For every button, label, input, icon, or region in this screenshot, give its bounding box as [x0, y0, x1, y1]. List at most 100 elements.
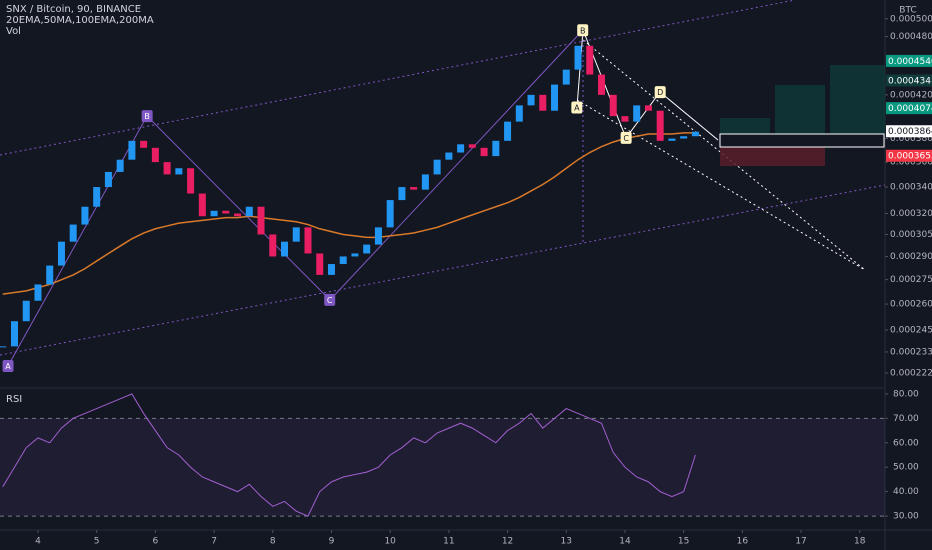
time-tick-label: 12 — [502, 537, 513, 547]
candle — [492, 140, 500, 157]
candle — [198, 193, 206, 217]
indicators: 20EMA,50MA,100EMA,200MA — [6, 15, 154, 26]
time-tick-label: 13 — [561, 537, 572, 547]
channel-lower — [0, 184, 886, 356]
pattern-label: C — [623, 134, 629, 143]
rsi-title: RSI — [6, 394, 22, 405]
candle — [57, 241, 65, 266]
symbol: SNX / Bitcoin, 90, BINANCE — [6, 4, 141, 15]
candle — [210, 210, 218, 217]
candle — [69, 224, 77, 242]
pattern-marker — [620, 131, 632, 144]
candle — [234, 213, 242, 217]
candle — [680, 136, 688, 139]
entry-box — [719, 133, 885, 148]
price-tick-label: 0.0002220 — [890, 369, 932, 379]
trend-line — [576, 99, 866, 271]
candle — [140, 140, 148, 148]
candle — [374, 227, 382, 245]
time-tick-label: 9 — [329, 537, 335, 547]
target-zone — [720, 118, 770, 134]
candle — [0, 346, 7, 348]
candle — [468, 144, 476, 148]
candle — [504, 121, 512, 141]
candle — [480, 147, 488, 157]
candle — [644, 105, 652, 111]
candle — [433, 159, 441, 175]
candle — [633, 105, 641, 122]
candle — [46, 265, 54, 285]
candle — [93, 187, 101, 207]
ema-line — [2, 132, 696, 295]
price-badge-label: 0.0003653 — [888, 152, 932, 162]
candle — [222, 210, 230, 214]
candle — [410, 187, 418, 190]
time-tick-label: 8 — [270, 537, 276, 547]
candle — [175, 168, 183, 175]
candle — [539, 94, 547, 111]
candle — [10, 321, 18, 347]
pattern-marker — [141, 110, 153, 123]
rsi-tick-label: 50.00 — [893, 463, 919, 473]
rsi-pane — [0, 388, 885, 530]
time-tick-label: 14 — [619, 537, 631, 547]
candle — [386, 200, 394, 228]
price-badge — [886, 54, 932, 67]
candle — [351, 253, 359, 257]
price-badge — [886, 125, 932, 138]
candle — [34, 284, 42, 301]
candle — [245, 206, 253, 217]
time-tick-label: 4 — [35, 537, 41, 547]
candle — [339, 256, 347, 265]
candle — [515, 105, 523, 122]
pattern-label: B — [580, 26, 586, 35]
candle — [363, 244, 371, 254]
rsi-tick-label: 70.00 — [893, 414, 919, 424]
pattern-marker — [654, 86, 666, 99]
candle — [398, 187, 406, 201]
pattern-label: D — [657, 88, 663, 97]
time-tick-label: 16 — [737, 537, 749, 547]
candle — [327, 264, 335, 275]
pattern-marker — [577, 24, 589, 37]
time-tick-label: 6 — [153, 537, 159, 547]
rsi-tick-label: 60.00 — [893, 438, 919, 448]
time-tick-label: 18 — [854, 537, 866, 547]
time-tick-label: 7 — [211, 537, 217, 547]
pattern-marker — [2, 360, 14, 373]
candle — [104, 171, 112, 188]
volume-label: Vol — [6, 26, 21, 37]
candle — [621, 116, 629, 122]
pattern-label: C — [327, 296, 333, 305]
candle — [445, 152, 453, 160]
candle — [22, 300, 30, 322]
candle — [656, 110, 664, 141]
price-badge-label: 0.0004341 — [888, 76, 932, 86]
candle — [551, 84, 559, 111]
candle — [163, 162, 171, 175]
pattern-marker — [324, 293, 336, 306]
candle — [304, 227, 312, 254]
candle — [116, 159, 124, 172]
candle — [187, 168, 195, 194]
rsi-line — [2, 393, 696, 517]
candle — [609, 94, 617, 117]
time-tick-label: 17 — [795, 537, 806, 547]
rsi-tick-label: 30.00 — [893, 512, 919, 522]
candle — [281, 241, 289, 257]
candle — [457, 144, 465, 153]
candle — [527, 94, 535, 106]
stop-zone — [720, 147, 825, 166]
price-badge — [886, 149, 932, 162]
currency: BTC — [899, 6, 916, 16]
